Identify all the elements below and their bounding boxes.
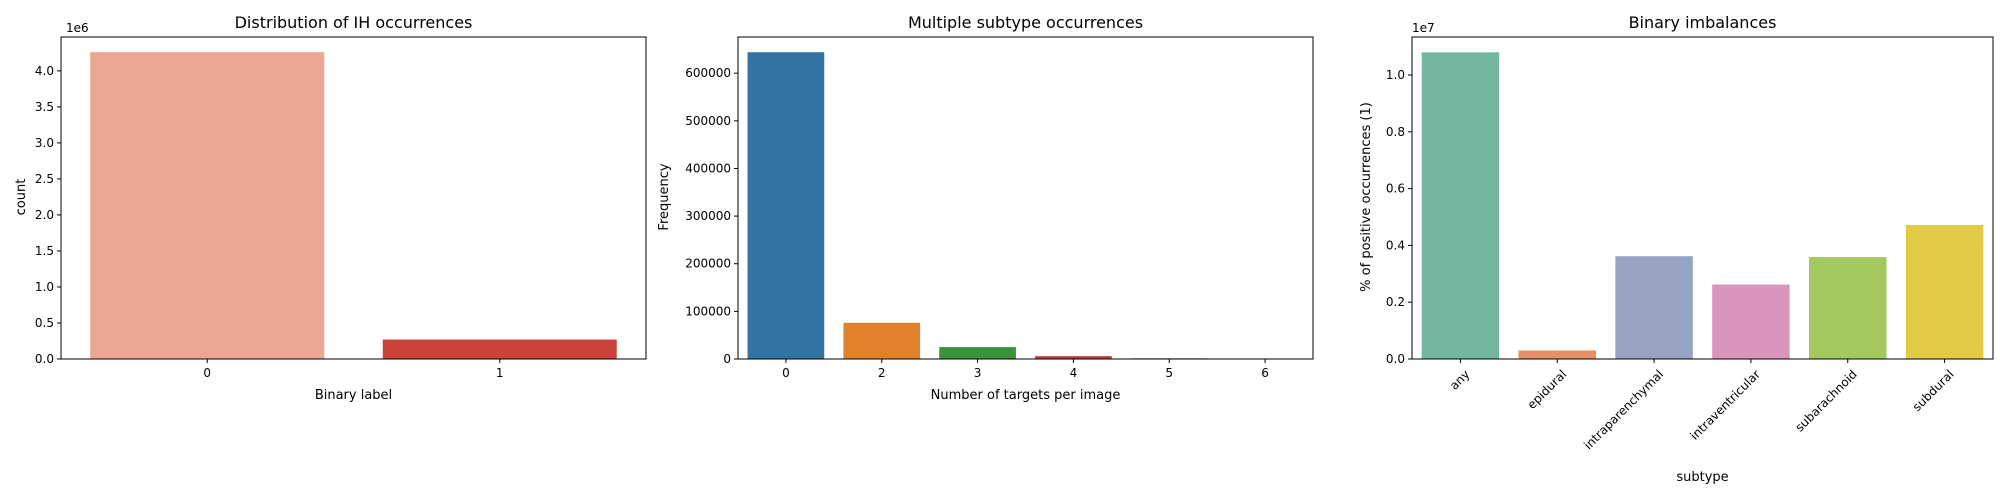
- bar-0: [90, 52, 325, 359]
- y-tick-label: 0.2: [1386, 295, 1405, 309]
- y-tick-label: 300000: [685, 209, 731, 223]
- x-tick-label: 3: [974, 366, 982, 380]
- y-ticks: 0 100000 200000 300000 400000 500000 600000: [685, 66, 738, 366]
- x-tick-label: 4: [1070, 366, 1078, 380]
- bar-epidural: [1518, 350, 1596, 359]
- chart-ih-distribution: Distribution of IH occurrences 1e6 count…: [14, 13, 647, 403]
- y-offset-label: 1e7: [1412, 21, 1435, 35]
- bar-1: [382, 339, 617, 359]
- y-tick-label: 3.5: [35, 100, 54, 114]
- x-tick-label: intraparenchymal: [1581, 367, 1666, 452]
- chart-title: Distribution of IH occurrences: [235, 13, 473, 32]
- x-tick-label: 6: [1261, 366, 1269, 380]
- y-tick-label: 1.0: [1386, 68, 1405, 82]
- y-tick-label: 600000: [685, 66, 731, 80]
- y-tick-label: 200000: [685, 257, 731, 271]
- x-tick-label: 0: [203, 366, 211, 380]
- y-ticks: 0.0 0.5 1.0 1.5 2.0 2.5 3.0 3.5 4.0: [35, 64, 61, 366]
- y-tick-label: 3.0: [35, 136, 54, 150]
- plot-frame: [737, 36, 1314, 360]
- x-tick-label: 2: [878, 366, 886, 380]
- bar-subarachnoid: [1809, 257, 1887, 359]
- x-axis-label: Binary label: [315, 388, 392, 403]
- x-tick-label: 0: [782, 366, 790, 380]
- bar-subdural: [1905, 224, 1984, 359]
- chart-subtype-occurrences: Multiple subtype occurrences Frequency N…: [657, 13, 1314, 403]
- y-tick-label: 0.8: [1386, 125, 1405, 139]
- y-axis-label: count: [14, 179, 29, 216]
- y-tick-label: 100000: [685, 304, 731, 318]
- x-ticks: any epidural intraparenchymal intraventricu…: [1447, 359, 1957, 452]
- x-axis-label: Number of targets per image: [931, 388, 1121, 403]
- bar-group: [1421, 52, 1984, 359]
- bar-4: [1035, 356, 1112, 359]
- plot-frame: [1411, 36, 1994, 360]
- y-tick-label: 1.0: [35, 280, 54, 294]
- y-axis-label: % of positive occurrences (1): [1359, 102, 1374, 292]
- x-tick-label: 1: [496, 366, 504, 380]
- y-tick-label: 0.0: [1386, 352, 1405, 366]
- y-tick-label: 0.5: [35, 316, 54, 330]
- y-tick-label: 500000: [685, 114, 731, 128]
- chart-title: Multiple subtype occurrences: [908, 13, 1143, 32]
- y-axis-label: Frequency: [657, 163, 672, 230]
- bar-group: [747, 52, 1304, 360]
- y-tick-label: 400000: [685, 161, 731, 175]
- y-tick-label: 0.6: [1386, 182, 1405, 196]
- x-tick-label: subdural: [1910, 367, 1957, 414]
- bar-0: [747, 52, 825, 360]
- y-tick-label: 0: [723, 352, 731, 366]
- bar-group: [90, 52, 617, 359]
- chart-binary-imbalances: Binary imbalances 1e7 % of positive occu…: [1359, 13, 1994, 485]
- chart-title: Binary imbalances: [1629, 13, 1777, 32]
- y-tick-label: 0.4: [1386, 238, 1405, 252]
- bar-intraventricular: [1712, 284, 1790, 359]
- bar-3: [939, 347, 1016, 359]
- y-tick-label: 0.0: [35, 352, 54, 366]
- y-tick-label: 1.5: [35, 244, 54, 258]
- y-tick-label: 4.0: [35, 64, 54, 78]
- y-ticks: 0.0 0.2 0.4 0.6 0.8 1.0: [1386, 68, 1412, 366]
- bar-intraparenchymal: [1615, 256, 1693, 359]
- x-tick-label: 5: [1165, 366, 1173, 380]
- bar-2: [843, 322, 921, 359]
- y-tick-label: 2.0: [35, 208, 54, 222]
- x-tick-label: intraventricular: [1687, 367, 1763, 443]
- x-ticks: 0 2 3 4 5 6: [782, 359, 1269, 380]
- bar-any: [1421, 52, 1500, 359]
- x-tick-label: any: [1447, 367, 1473, 393]
- x-tick-label: subarachnoid: [1792, 367, 1859, 434]
- y-offset-label: 1e6: [66, 21, 89, 35]
- x-tick-label: epidural: [1525, 367, 1570, 412]
- plot-frame: [60, 36, 647, 360]
- x-axis-label: subtype: [1676, 470, 1728, 485]
- y-tick-label: 2.5: [35, 172, 54, 186]
